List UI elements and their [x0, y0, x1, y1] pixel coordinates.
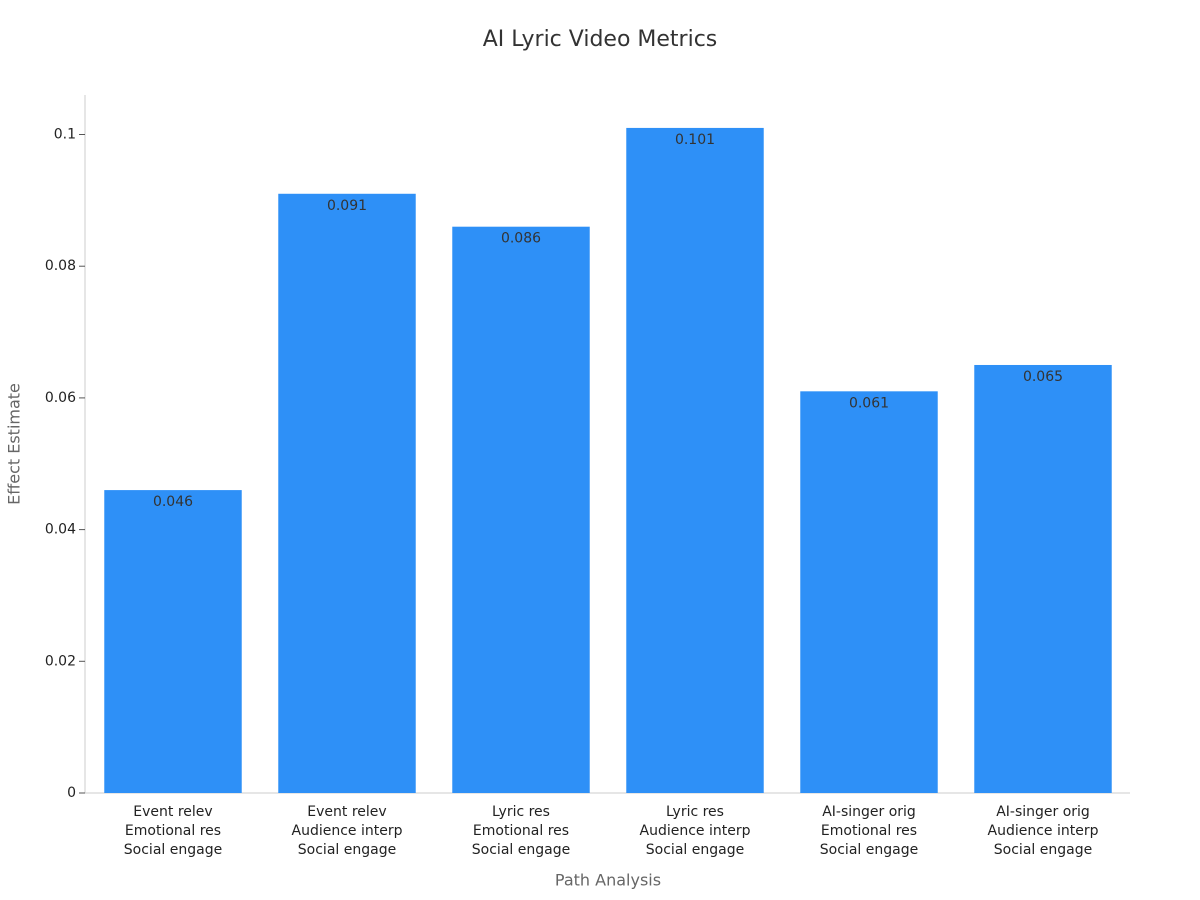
- value-label: 0.101: [675, 132, 715, 148]
- x-tick-label: Social engage: [820, 842, 918, 858]
- y-tick-label: 0.06: [45, 390, 76, 406]
- x-tick-label: Emotional res: [473, 823, 569, 839]
- x-tick-label: Lyric res: [666, 804, 724, 820]
- x-tick-label: Audience interp: [640, 823, 751, 839]
- x-tick-label: Social engage: [298, 842, 396, 858]
- y-tick-label: 0.08: [45, 258, 76, 274]
- x-tick-label: Social engage: [646, 842, 744, 858]
- x-tick-label: Audience interp: [292, 823, 403, 839]
- x-tick-label: AI-singer orig: [822, 804, 916, 820]
- x-tick-label: Social engage: [124, 842, 222, 858]
- y-tick-label: 0.1: [54, 127, 76, 143]
- x-tick-label: Audience interp: [988, 823, 1099, 839]
- x-tick-label: Lyric res: [492, 804, 550, 820]
- x-tick-label: Event relev: [307, 804, 386, 820]
- y-tick-label: 0.04: [45, 522, 76, 538]
- x-tick-label: Social engage: [472, 842, 570, 858]
- value-label: 0.046: [153, 494, 193, 510]
- value-label: 0.086: [501, 231, 541, 247]
- bar: [278, 193, 416, 794]
- bar: [974, 364, 1112, 793]
- value-label: 0.065: [1023, 369, 1063, 385]
- x-tick-label: Social engage: [994, 842, 1092, 858]
- bar: [104, 490, 242, 793]
- y-axis-title: Effect Estimate: [5, 383, 24, 505]
- y-tick-label: 0: [67, 785, 76, 801]
- bar: [626, 127, 764, 793]
- chart-title: AI Lyric Video Metrics: [483, 27, 718, 52]
- value-label: 0.061: [849, 395, 889, 411]
- x-axis-title: Path Analysis: [555, 871, 661, 890]
- x-tick-label: Emotional res: [821, 823, 917, 839]
- x-tick-label: Event relev: [133, 804, 212, 820]
- bar: [800, 391, 938, 793]
- x-tick-label: Emotional res: [125, 823, 221, 839]
- y-tick-label: 0.02: [45, 653, 76, 669]
- x-tick-label: AI-singer orig: [996, 804, 1090, 820]
- bar: [452, 226, 590, 793]
- value-label: 0.091: [327, 198, 367, 214]
